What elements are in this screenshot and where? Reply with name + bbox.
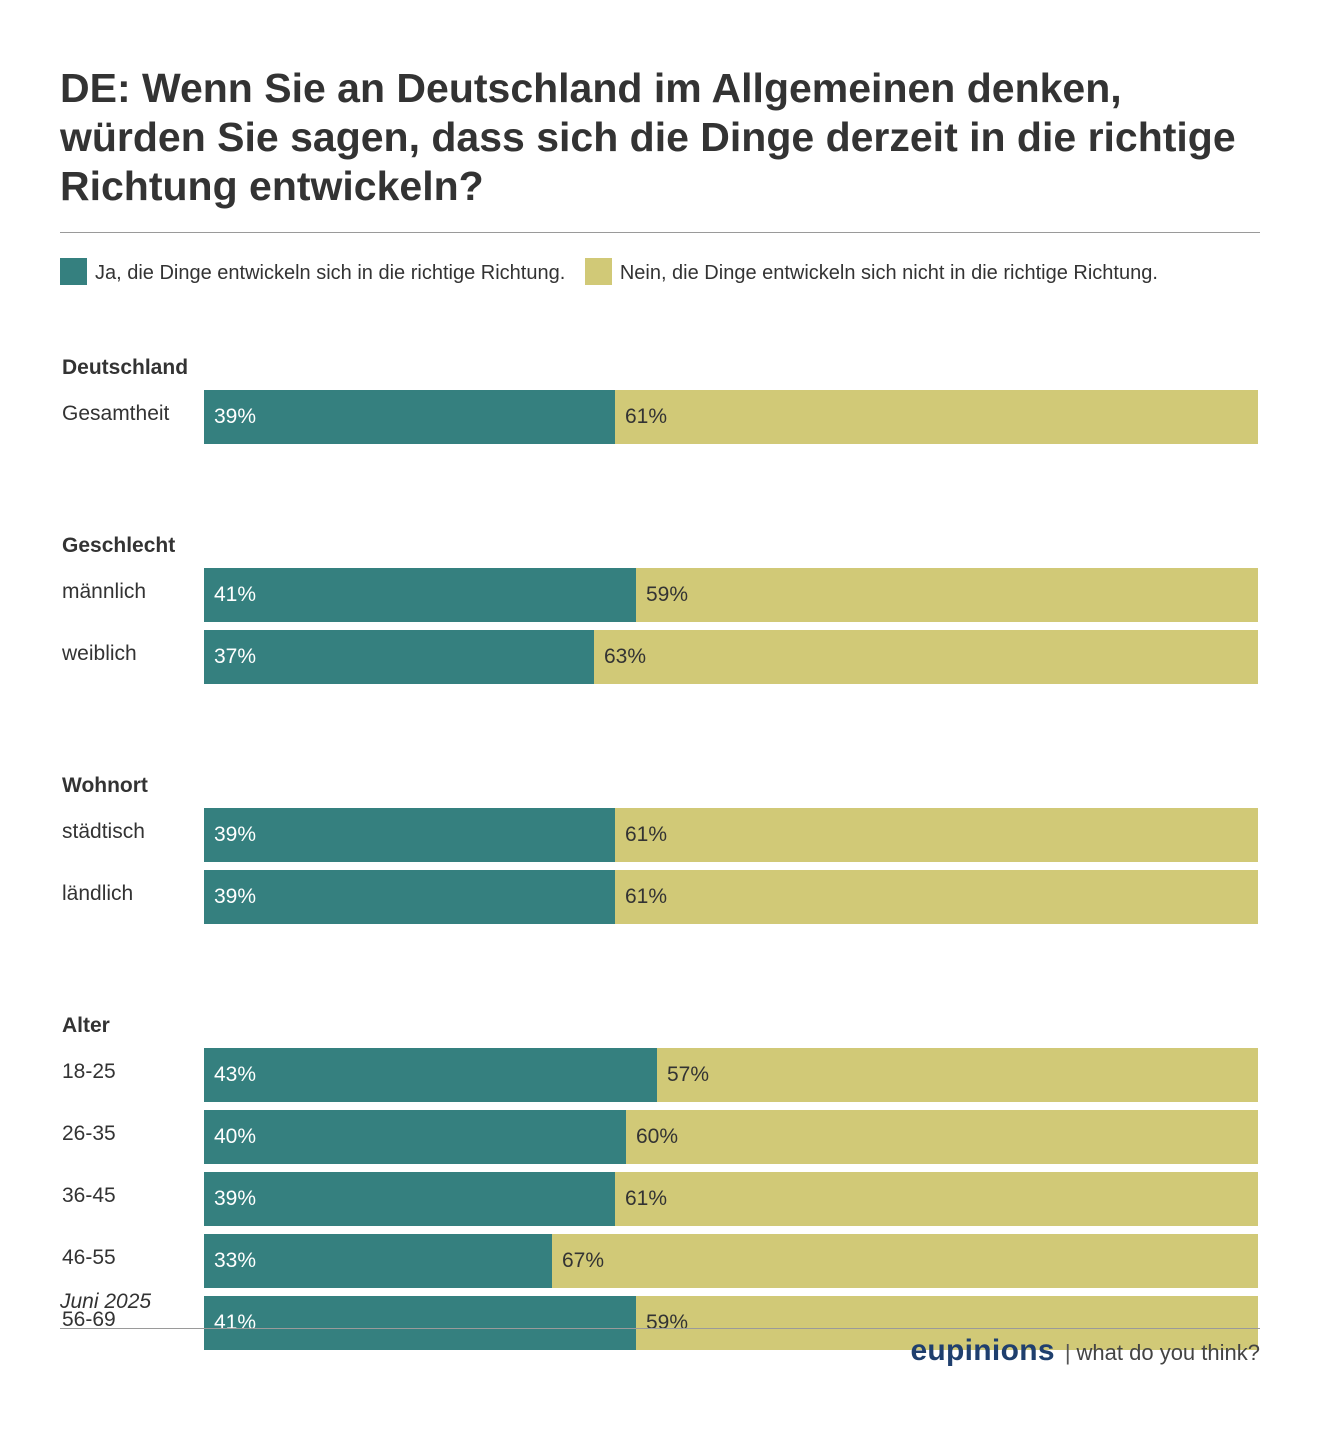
row-label: 56-69 <box>62 1308 116 1331</box>
bar-segment-no <box>636 568 1258 622</box>
brand-footer: eupinions | what do you think? <box>910 1334 1260 1368</box>
bar-segment-no <box>552 1234 1258 1288</box>
row-label: städtisch <box>62 820 145 843</box>
data-label-no: 59% <box>646 583 689 606</box>
row-label: Gesamtheit <box>62 402 170 425</box>
bar-segment-yes <box>204 808 615 862</box>
bar-segment-yes <box>204 630 594 684</box>
row-label: 26-35 <box>62 1122 116 1145</box>
data-label-yes: 39% <box>214 885 257 908</box>
bar-segment-yes <box>204 870 615 924</box>
data-label-yes: 33% <box>214 1249 257 1272</box>
bar-segment-no <box>615 870 1258 924</box>
bar-segment-yes <box>204 1296 636 1350</box>
legend: Ja, die Dinge entwickeln sich in die ric… <box>60 256 1250 291</box>
data-label-yes: 40% <box>214 1125 257 1148</box>
bar-segment-no <box>636 1296 1258 1350</box>
data-label-yes: 39% <box>214 405 257 428</box>
group-label: Wohnort <box>62 774 148 797</box>
row-label: 36-45 <box>62 1184 116 1207</box>
brand-logo: eupinions <box>910 1334 1055 1367</box>
legend-swatch-no <box>584 258 612 285</box>
bar-segment-no <box>657 1048 1258 1102</box>
data-label-no: 67% <box>562 1249 605 1272</box>
bar-segment-yes <box>204 1048 657 1102</box>
data-label-yes: 41% <box>214 1311 257 1334</box>
bar-segment-yes <box>204 568 636 622</box>
data-label-no: 57% <box>667 1063 710 1086</box>
data-label-yes: 39% <box>214 823 257 846</box>
data-label-no: 61% <box>625 885 668 908</box>
survey-date: Juni 2025 <box>60 1290 152 1313</box>
data-label-no: 61% <box>625 405 668 428</box>
group-label: Geschlecht <box>62 534 176 557</box>
chart-title: DE: Wenn Sie an Deutschland im Allgemein… <box>60 65 1236 209</box>
legend-label-yes: Ja, die Dinge entwickeln sich in die ric… <box>95 262 566 284</box>
row-label: ländlich <box>62 882 134 905</box>
row-label: weiblich <box>62 642 137 665</box>
bar-segment-yes <box>204 1234 552 1288</box>
brand-separator: | <box>1064 1340 1071 1365</box>
group-label: Alter <box>62 1014 110 1037</box>
legend-swatch-yes <box>60 258 87 285</box>
row-label: 18-25 <box>62 1060 116 1083</box>
bar-segment-no <box>615 390 1258 444</box>
legend-label-no: Nein, die Dinge entwickeln sich nicht in… <box>619 262 1158 284</box>
data-label-yes: 39% <box>214 1187 257 1210</box>
legend-item-no: Nein, die Dinge entwickeln sich nicht in… <box>584 258 1158 285</box>
row-label: 46-55 <box>62 1246 116 1269</box>
data-label-no: 60% <box>636 1125 679 1148</box>
legend-item-yes: Ja, die Dinge entwickeln sich in die ric… <box>60 258 566 285</box>
data-label-yes: 43% <box>214 1063 257 1086</box>
title-divider <box>60 232 1260 233</box>
bar-segment-no <box>615 1172 1258 1226</box>
footer-divider <box>60 1328 1260 1329</box>
data-label-no: 61% <box>625 823 668 846</box>
data-label-yes: 41% <box>214 583 257 606</box>
group-label: Deutschland <box>62 356 189 379</box>
data-label-no: 59% <box>646 1311 689 1334</box>
bar-segment-yes <box>204 1172 615 1226</box>
data-label-no: 63% <box>604 645 647 668</box>
brand-tagline: what do you think? <box>1076 1340 1260 1365</box>
data-label-no: 61% <box>625 1187 668 1210</box>
data-label-yes: 37% <box>214 645 257 668</box>
row-label: männlich <box>62 580 147 603</box>
bar-segment-yes <box>204 1110 626 1164</box>
bar-segment-no <box>594 630 1258 684</box>
bar-segment-yes <box>204 390 615 444</box>
bar-segment-no <box>615 808 1258 862</box>
bar-segment-no <box>626 1110 1258 1164</box>
